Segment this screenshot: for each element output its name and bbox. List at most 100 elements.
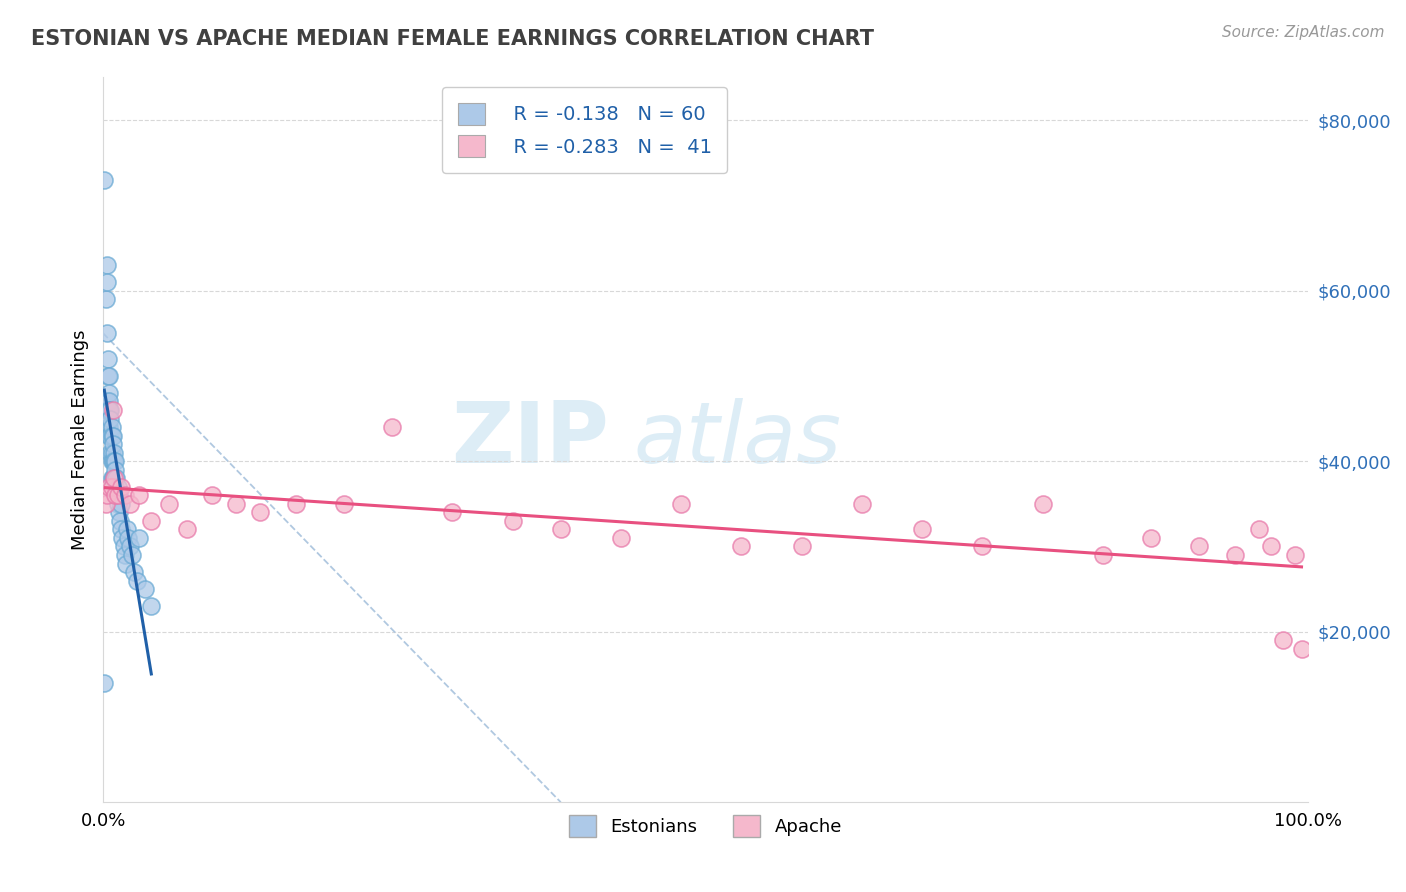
Point (550, 522, 572, 536)
Point (104, 471, 127, 485)
Point (114, 488, 136, 502)
Point (103, 471, 125, 485)
Point (1272, 633, 1295, 648)
Point (101, 437, 124, 451)
Point (176, 522, 198, 536)
Point (107, 480, 129, 494)
Point (107, 497, 129, 511)
Point (101, 454, 124, 468)
Point (97, 420, 120, 434)
Point (911, 522, 934, 536)
Point (100, 454, 122, 468)
Point (115, 557, 138, 571)
Point (101, 403, 124, 417)
Point (1225, 548, 1247, 562)
Point (103, 454, 125, 468)
Point (502, 514, 524, 528)
Point (225, 497, 247, 511)
Text: Source: ZipAtlas.com: Source: ZipAtlas.com (1222, 25, 1385, 40)
Point (441, 505, 464, 519)
Point (249, 505, 271, 519)
Point (104, 463, 127, 477)
Point (94, 292, 117, 306)
Point (117, 531, 139, 545)
Point (110, 497, 132, 511)
Point (101, 471, 124, 485)
Point (125, 574, 148, 588)
Point (671, 497, 693, 511)
Point (98, 386, 121, 401)
Point (98, 368, 121, 383)
Point (100, 445, 122, 459)
Point (104, 480, 127, 494)
Point (107, 488, 129, 502)
Point (972, 540, 994, 554)
Point (98, 480, 121, 494)
Point (101, 428, 124, 442)
Point (381, 420, 404, 434)
Point (98, 394, 121, 409)
Point (790, 540, 813, 554)
Point (104, 488, 127, 502)
Point (1140, 531, 1163, 545)
Point (97, 351, 120, 366)
Point (141, 599, 163, 614)
Point (1291, 641, 1313, 656)
Point (98, 403, 121, 417)
Point (157, 497, 180, 511)
Text: atlas: atlas (633, 399, 841, 482)
Point (118, 497, 141, 511)
Point (93, 676, 115, 690)
Text: ESTONIAN VS APACHE MEDIAN FEMALE EARNINGS CORRELATION CHART: ESTONIAN VS APACHE MEDIAN FEMALE EARNING… (31, 29, 875, 48)
Point (100, 480, 122, 494)
Point (610, 531, 633, 545)
Point (110, 480, 132, 494)
Point (96, 326, 118, 341)
Point (98, 428, 121, 442)
Point (97, 403, 120, 417)
Point (333, 497, 356, 511)
Point (93, 173, 115, 187)
Point (105, 488, 128, 502)
Point (118, 540, 141, 554)
Point (112, 540, 135, 554)
Point (94, 497, 117, 511)
Point (128, 488, 150, 502)
Point (98, 445, 121, 459)
Point (134, 582, 156, 596)
Point (103, 471, 125, 485)
Point (730, 540, 752, 554)
Point (1284, 548, 1306, 562)
Point (128, 531, 150, 545)
Point (200, 488, 222, 502)
Point (115, 522, 138, 536)
Text: ZIP: ZIP (451, 399, 609, 482)
Point (98, 428, 121, 442)
Point (110, 522, 132, 536)
Point (103, 445, 125, 459)
Point (107, 505, 129, 519)
Point (851, 497, 873, 511)
Point (111, 531, 134, 545)
Point (96, 258, 118, 272)
Point (124, 565, 146, 579)
Point (100, 420, 122, 434)
Point (1260, 540, 1282, 554)
Point (100, 471, 122, 485)
Y-axis label: Median Female Earnings: Median Female Earnings (72, 330, 89, 550)
Point (1091, 548, 1114, 562)
Point (96, 394, 118, 409)
Point (284, 497, 307, 511)
Point (98, 420, 121, 434)
Point (97, 368, 120, 383)
Point (96, 488, 118, 502)
Point (141, 514, 163, 528)
Point (121, 548, 143, 562)
Point (107, 488, 129, 502)
Point (104, 454, 127, 468)
Point (114, 548, 136, 562)
Point (100, 428, 122, 442)
Point (108, 514, 131, 528)
Point (1188, 540, 1211, 554)
Point (98, 403, 121, 417)
